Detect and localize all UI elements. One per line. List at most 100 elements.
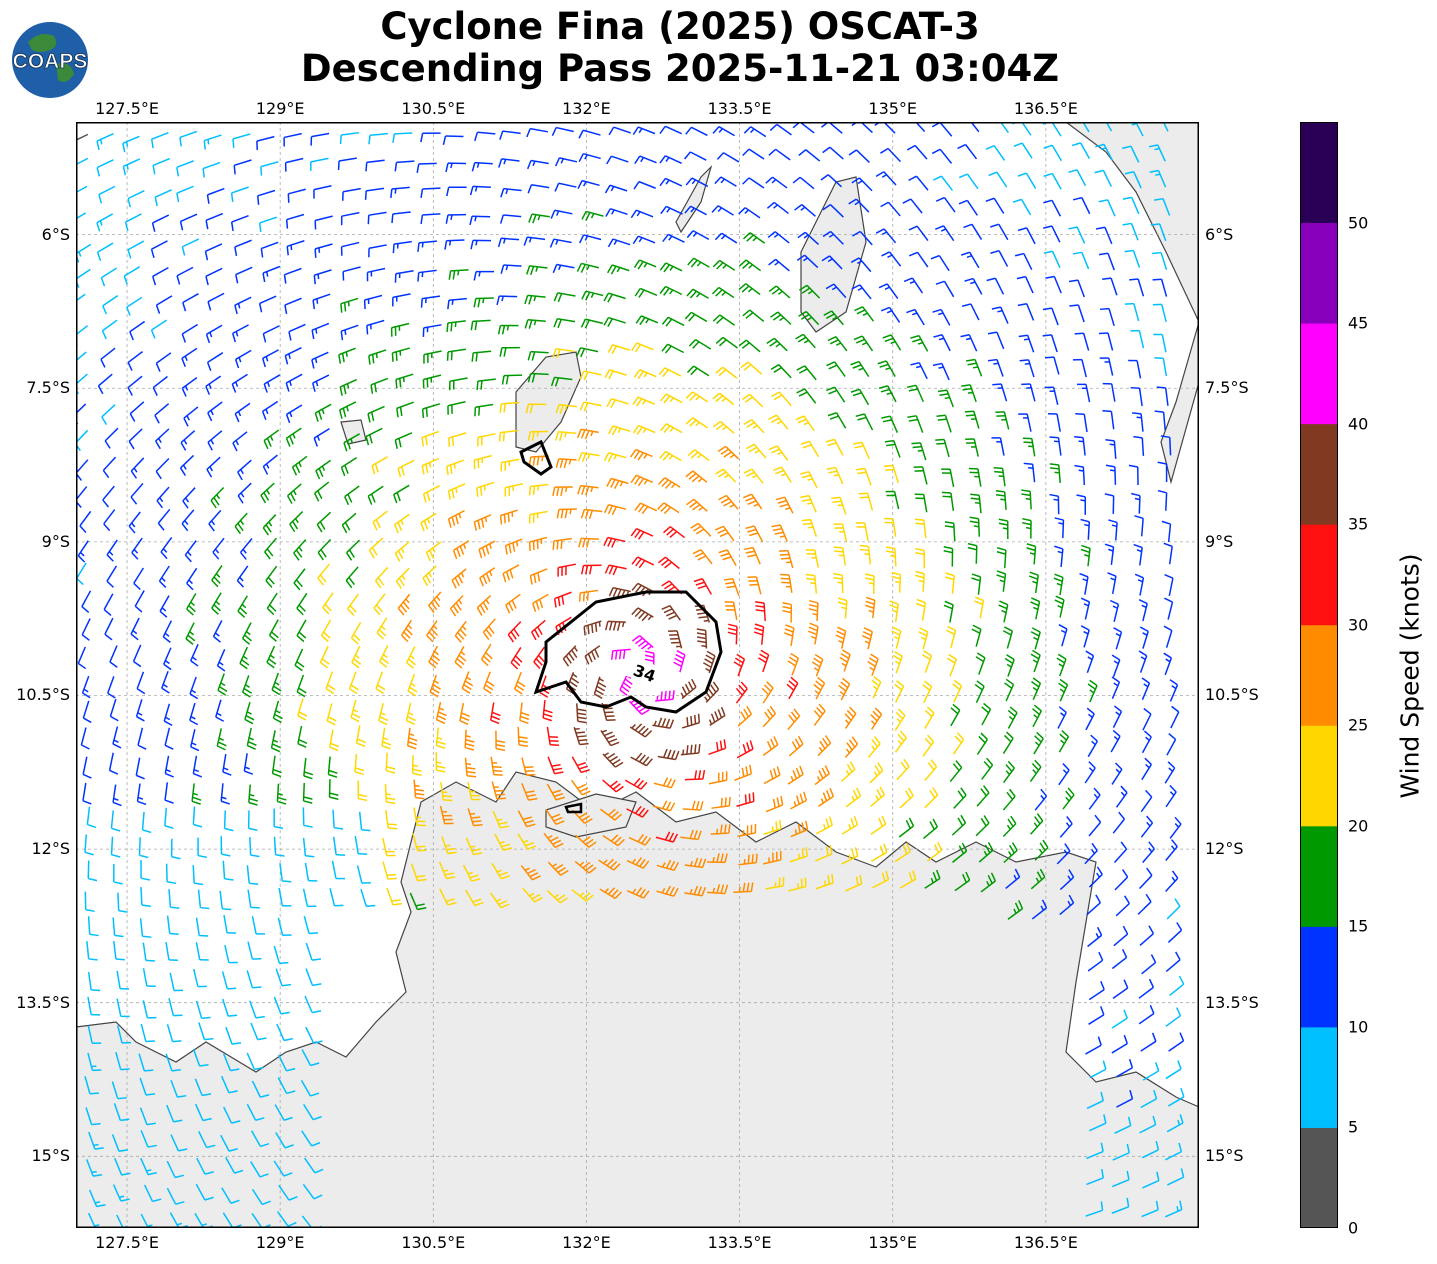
wind-barb: [519, 702, 530, 725]
wind-barb: [447, 509, 465, 528]
colorbar-band: [1300, 926, 1338, 1028]
wind-barb: [711, 286, 735, 299]
wind-barb: [355, 725, 366, 748]
wind-barb: [113, 940, 125, 961]
wind-barb: [1074, 464, 1086, 485]
lon-tick-bottom: 129°E: [255, 1233, 305, 1252]
wind-barb: [605, 207, 628, 217]
wind-barb: [270, 730, 281, 753]
wind-barb: [151, 266, 169, 286]
wind-barb: [932, 308, 951, 326]
wind-barb: [313, 269, 332, 285]
wind-barb: [1054, 595, 1065, 618]
wind-barb: [222, 1053, 240, 1072]
wind-barb: [971, 573, 982, 595]
wind-barb: [1169, 975, 1185, 997]
wind-barb: [268, 619, 279, 642]
wind-barb: [875, 228, 897, 244]
wind-barb: [202, 161, 221, 178]
wind-barb: [127, 375, 143, 396]
tanimbar-island: [515, 351, 582, 453]
wind-barb: [237, 482, 252, 504]
wind-barb: [906, 144, 928, 160]
wind-barb: [1059, 869, 1075, 891]
wind-barb: [266, 645, 277, 669]
wind-barb: [885, 546, 897, 567]
wind-barb: [708, 771, 728, 785]
wind-barb: [867, 736, 881, 758]
wind-barb: [166, 1187, 185, 1205]
wind-barb: [108, 752, 119, 775]
wind-barb: [447, 483, 466, 500]
wind-barb: [230, 186, 249, 202]
wind-barb: [815, 873, 834, 890]
wind-barb: [1168, 1088, 1185, 1107]
wind-barb: [302, 807, 313, 828]
wind-barb: [501, 374, 523, 385]
wind-barb: [304, 995, 322, 1014]
wind-barb: [504, 483, 524, 497]
wind-barb: [263, 374, 281, 393]
wind-barb: [234, 512, 248, 535]
wind-barb: [899, 787, 914, 809]
wind-barb: [848, 149, 870, 163]
wind-barb: [142, 942, 155, 962]
wind-barb: [368, 132, 388, 145]
wind-barb: [98, 185, 116, 204]
wind-barb: [580, 508, 603, 520]
wind-barb: [603, 292, 626, 303]
wind-barb: [604, 620, 626, 631]
wind-barb: [967, 542, 978, 564]
wind-barb: [975, 652, 986, 675]
wind-barb: [137, 727, 147, 750]
wind-barb: [300, 1079, 320, 1097]
wind-barb: [341, 512, 357, 534]
wind-barb: [991, 437, 1005, 456]
wind-barb: [1076, 494, 1087, 515]
wind-barb: [1076, 383, 1091, 403]
wind-barb: [1142, 707, 1152, 731]
wind-barb: [141, 811, 152, 834]
wind-barb: [302, 1183, 323, 1200]
wind-barb: [203, 134, 222, 150]
wind-barb: [632, 235, 656, 245]
wind-barb: [878, 385, 897, 403]
wind-barb: [169, 972, 184, 992]
wind-barb: [933, 175, 954, 191]
wind-barb: [923, 818, 938, 839]
wind-barb: [348, 671, 359, 695]
wind-barb: [884, 439, 901, 458]
wind-barb: [471, 161, 493, 172]
wind-barb: [908, 175, 929, 191]
wind-barb: [1165, 839, 1178, 861]
wind-barb: [104, 617, 114, 641]
wind-barb: [112, 1184, 130, 1202]
wind-barb: [276, 783, 287, 805]
aru-islands: [800, 176, 867, 333]
wind-barb: [397, 459, 415, 478]
wind-barb: [975, 815, 990, 837]
wind-barb: [685, 177, 709, 188]
wind-barb: [237, 459, 252, 481]
wind-barb: [285, 213, 305, 229]
wind-barb: [181, 238, 200, 256]
wind-barb: [635, 315, 659, 326]
wind-barb: [1112, 1143, 1130, 1161]
wind-barb: [659, 423, 683, 434]
wind-barb: [283, 267, 302, 284]
wind-barb: [688, 338, 712, 350]
wind-barb: [1028, 571, 1040, 594]
colorbar-tick-label: 50: [1348, 213, 1369, 233]
lat-tick-right: 9°S: [1205, 531, 1234, 551]
wind-barb: [260, 482, 275, 504]
wind-barb: [894, 708, 906, 731]
wind-barb: [1111, 1034, 1128, 1054]
wind-barb: [825, 283, 847, 299]
wind-barb: [1004, 654, 1015, 677]
wind-barb: [413, 779, 425, 800]
wind-barb: [1099, 332, 1114, 351]
wind-barb: [743, 126, 767, 138]
wind-barb: [526, 265, 548, 276]
wind-barb: [1167, 1168, 1185, 1186]
wind-barb: [81, 675, 91, 699]
